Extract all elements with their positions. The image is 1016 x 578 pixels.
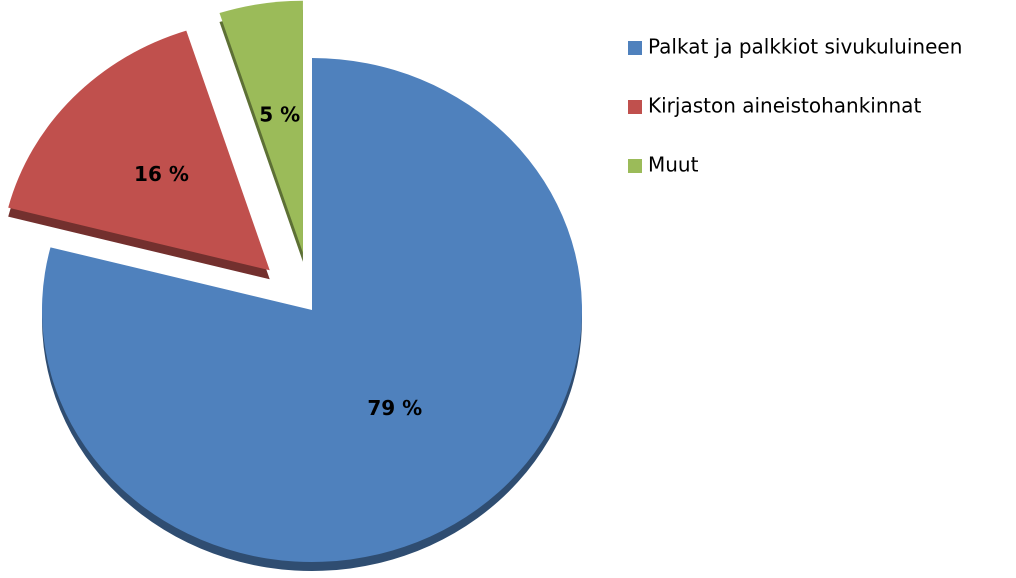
legend-swatch: [628, 159, 642, 173]
slice: [41, 58, 583, 562]
data-label: 16 %: [134, 162, 189, 186]
legend-swatch: [628, 41, 642, 55]
legend-label: Kirjaston aineistohankinnat: [648, 94, 921, 118]
data-label: 79 %: [367, 396, 422, 420]
slice: [219, 0, 303, 253]
legend-label: Muut: [648, 153, 699, 177]
slice: [8, 30, 270, 271]
legend-swatch: [628, 100, 642, 114]
legend-label: Palkat ja palkkiot sivukuluineen: [648, 35, 962, 59]
data-label: 5 %: [259, 102, 300, 126]
